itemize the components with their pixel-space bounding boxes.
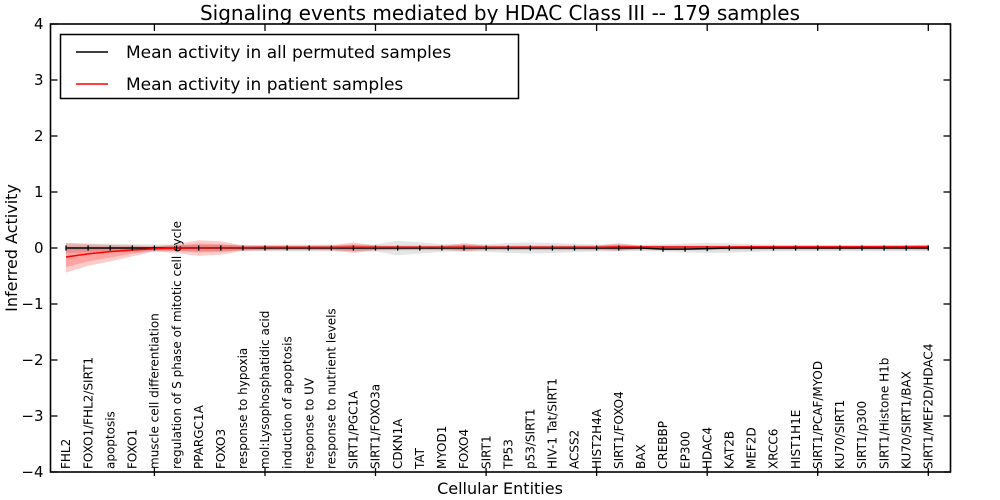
x-category-label: HIST1H1E	[789, 410, 803, 469]
mean-line-patient	[65, 246, 929, 258]
x-category-label: SIRT1/MEF2D/HDAC4	[922, 344, 936, 469]
x-category-label: FOXO1	[126, 429, 140, 469]
x-category-label: BAX	[634, 444, 648, 469]
x-category-label: TAT	[413, 447, 427, 470]
x-category-label: TP53	[501, 439, 515, 470]
x-category-label: KU70/SIRT1	[833, 400, 847, 469]
x-category-label: HIST2H4A	[590, 408, 604, 469]
x-category-label: apoptosis	[103, 411, 117, 469]
y-tick-label: 1	[34, 183, 44, 201]
x-category-label: muscle cell differentiation	[148, 313, 162, 469]
legend-box	[59, 33, 520, 100]
x-category-label: mol:Lysophosphatidic acid	[258, 311, 272, 469]
y-tick-label: 3	[34, 71, 44, 89]
x-category-label: ACSS2	[568, 430, 582, 469]
legend-label-patient: Mean activity in patient samples	[126, 75, 403, 95]
x-category-label: SIRT1/p300	[855, 401, 869, 469]
x-category-label: SIRT1/PCAF/MYOD	[811, 361, 825, 469]
y-tick-label: −3	[21, 407, 43, 425]
y-tick-label: 4	[34, 15, 44, 33]
x-category-label: FOXO3	[214, 429, 228, 469]
y-tick-label: −1	[21, 295, 43, 313]
y-axis-label: Inferred Activity	[2, 184, 21, 312]
x-category-label: SIRT1	[479, 435, 493, 469]
x-category-label: CREBBP	[656, 421, 670, 469]
x-category-label: HDAC4	[700, 427, 714, 469]
x-category-label: KU70/SIRT1/BAX	[899, 371, 913, 469]
y-tick-label: 2	[34, 127, 44, 145]
x-category-label: FOXO1/FHL2/SIRT1	[81, 357, 95, 469]
x-category-label: regulation of S phase of mitotic cell cy…	[170, 221, 184, 469]
x-category-label: PPARGC1A	[192, 404, 206, 469]
plot-area: FHL2 FOXO1/FHL2/SIRT1 apoptosis FOXO1 muscle…	[21, 15, 952, 481]
x-category-label: SIRT1/FOXO3a	[369, 384, 383, 469]
x-category-label: induction of apoptosis	[280, 336, 294, 469]
x-axis-label: Cellular Entities	[437, 479, 563, 498]
chart-title: Signaling events mediated by HDAC Class …	[200, 1, 800, 25]
x-category-label: XRCC6	[767, 429, 781, 469]
y-tick-label: 0	[34, 239, 44, 257]
x-category-label: FHL2	[59, 439, 73, 469]
x-category-label: EP300	[678, 431, 692, 469]
legend-label-permuted: Mean activity in all permuted samples	[126, 43, 451, 63]
x-category-label: CDKN1A	[391, 418, 405, 469]
x-category-label: SIRT1/Histone H1b	[877, 358, 891, 469]
x-category-label: SIRT1/FOXO4	[612, 391, 626, 469]
x-category-label: MEF2D	[745, 427, 759, 469]
legend: Mean activity in all permuted samples Me…	[59, 33, 520, 100]
y-tick-label: −2	[21, 351, 43, 369]
x-category-label: response to hypoxia	[236, 348, 250, 469]
x-category-label: response to UV	[302, 377, 316, 469]
x-category-label: FOXO4	[457, 429, 471, 469]
x-category-label: KAT2B	[723, 431, 737, 469]
x-category-label: SIRT1/PGC1A	[347, 390, 361, 469]
x-category-label: response to nutrient levels	[325, 308, 339, 469]
x-category-label: HIV-1 Tat/SIRT1	[546, 378, 560, 469]
x-category-label: MYOD1	[435, 426, 449, 469]
x-category-label: p53/SIRT1	[524, 408, 538, 469]
y-tick-label: −4	[21, 463, 43, 481]
